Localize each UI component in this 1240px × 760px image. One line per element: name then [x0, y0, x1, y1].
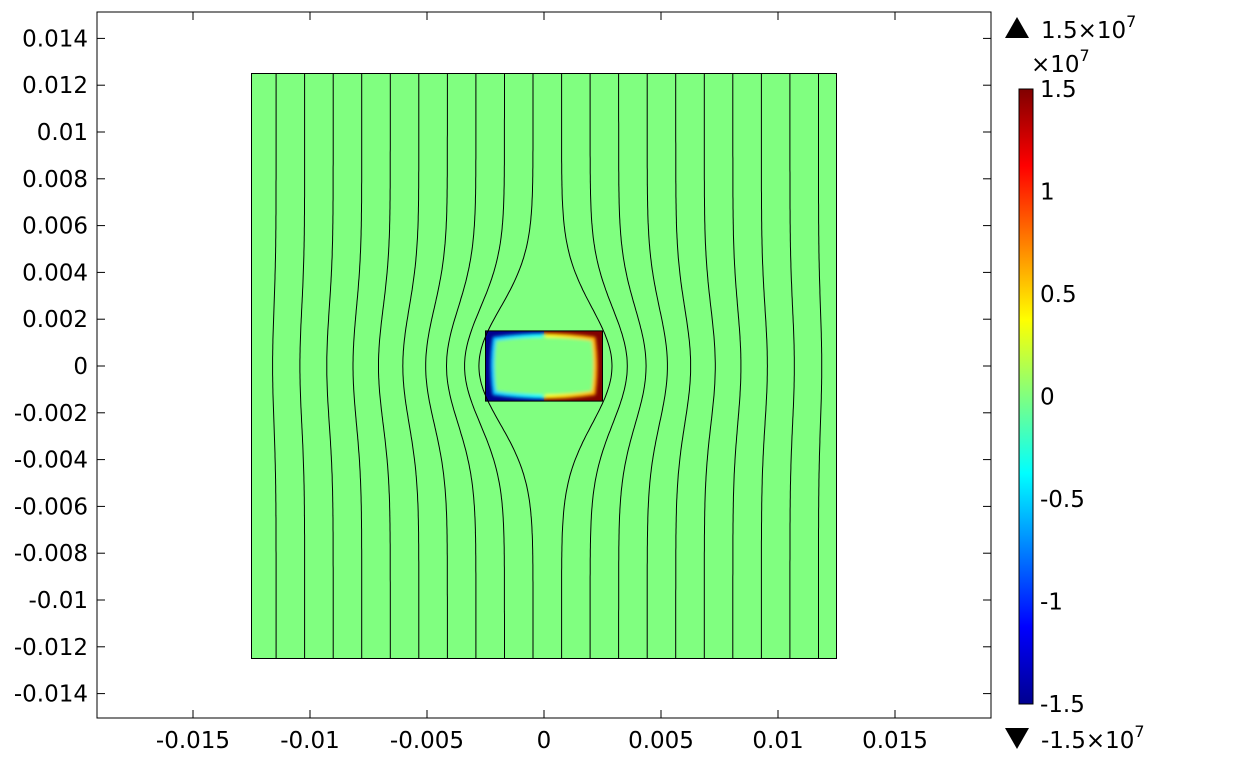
streamline	[646, 73, 668, 659]
streamline	[402, 73, 420, 659]
streamline	[464, 73, 505, 659]
inner-field-core	[490, 333, 598, 399]
y-tick-label: -0.008	[14, 541, 88, 567]
colorbar-tick-label: -1.5	[1040, 692, 1085, 718]
y-tick-label: 0.004	[22, 260, 88, 286]
streamline	[789, 73, 795, 659]
streamline	[732, 73, 742, 659]
streamline	[818, 73, 823, 659]
x-axis-labels: -0.015 -0.01 -0.005 0 0.005 0.01 0.015	[156, 728, 928, 754]
colorbar-tick-label: 0	[1040, 385, 1055, 411]
x-tick-label: 0	[537, 728, 552, 754]
streamline	[425, 73, 448, 659]
streamline	[326, 73, 334, 659]
streamline	[589, 73, 628, 659]
streamline	[299, 73, 306, 659]
colorbar-gradient	[1018, 88, 1034, 705]
colorbar-multiplier: ×107	[1031, 46, 1090, 78]
y-tick-label: 0.008	[22, 167, 88, 193]
y-tick-label: -0.014	[14, 682, 88, 708]
x-tick-label: -0.01	[280, 728, 340, 754]
y-tick-label: 0.006	[22, 214, 88, 240]
streamline	[760, 73, 768, 659]
min-triangle-icon	[1005, 728, 1029, 749]
streamline	[703, 73, 716, 659]
streamline	[272, 73, 277, 659]
y-tick-label: 0.012	[22, 73, 88, 99]
field-plot	[251, 73, 837, 659]
x-tick-label: -0.015	[156, 728, 230, 754]
colorbar-tick-label: 0.5	[1040, 282, 1077, 308]
y-tick-label: 0.014	[22, 26, 88, 52]
inner-domain	[485, 330, 603, 402]
streamline	[352, 73, 363, 659]
y-axis-labels: 0.014 0.012 0.01 0.008 0.006 0.004 0.002 0 -0.00…	[14, 26, 88, 707]
colorbar-max-label: 1.5×107	[1041, 12, 1136, 44]
y-tick-label: -0.006	[14, 494, 88, 520]
x-tick-label: 0.01	[752, 728, 803, 754]
axis-ticks	[97, 12, 991, 718]
y-tick-label: -0.01	[28, 588, 88, 614]
streamline	[618, 73, 647, 659]
y-tick-label: 0	[73, 354, 88, 380]
x-tick-label: -0.005	[390, 728, 464, 754]
colorbar-tick-label: 1.5	[1040, 77, 1077, 103]
y-tick-label: -0.002	[14, 401, 88, 427]
streamline	[445, 73, 477, 659]
streamline	[675, 73, 692, 659]
colorbar: 1.5×107 ×107 1.5 1 0.5 0 -0.5 -1 -1.5 -1.5×107	[1005, 12, 1145, 754]
inner-domain-border	[485, 330, 603, 402]
x-tick-label: 0.005	[628, 728, 694, 754]
colorbar-tick-label: 1	[1040, 180, 1055, 206]
colorbar-min-label: -1.5×107	[1041, 722, 1145, 754]
y-tick-label: 0.01	[37, 120, 88, 146]
x-tick-label: 0.015	[862, 728, 928, 754]
y-tick-label: -0.012	[14, 635, 88, 661]
y-tick-label: 0.002	[22, 307, 88, 333]
max-triangle-icon	[1005, 17, 1029, 38]
colorbar-tick-label: -1	[1040, 590, 1063, 616]
y-tick-label: -0.004	[14, 448, 88, 474]
colorbar-tick-label: -0.5	[1040, 487, 1085, 513]
streamline	[561, 73, 613, 659]
streamline	[478, 73, 534, 659]
streamline	[378, 73, 391, 659]
